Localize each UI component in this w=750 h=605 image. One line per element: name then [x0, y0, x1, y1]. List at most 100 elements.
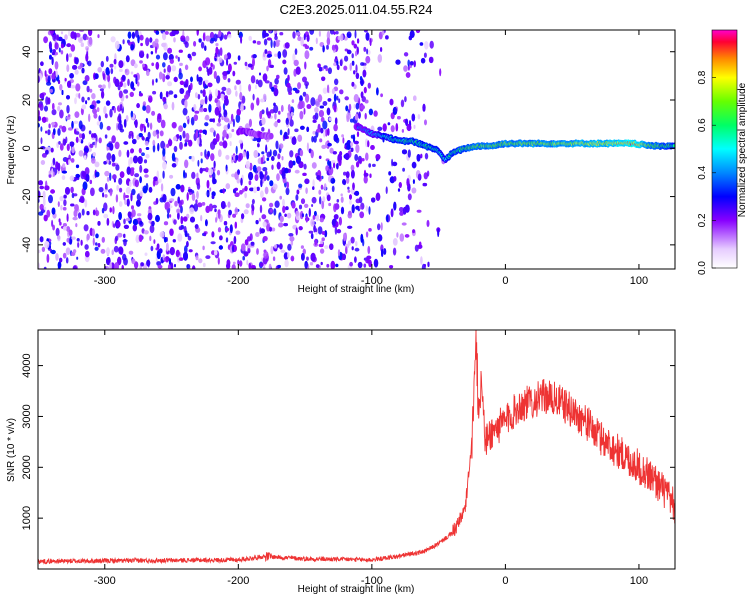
heatmap-speckle — [162, 194, 167, 203]
heatmap-speckle — [137, 81, 140, 87]
heatmap-speckle — [57, 235, 61, 240]
heatmap-speckle — [309, 30, 315, 35]
heatmap-speckle — [190, 116, 195, 126]
heatmap-speckle — [355, 102, 360, 110]
heatmap-speckle — [350, 236, 355, 244]
heatmap-speckle — [82, 181, 88, 191]
heatmap-speckle — [233, 61, 237, 65]
heatmap-speckle — [156, 243, 160, 250]
heatmap-speckle — [153, 239, 156, 244]
heatmap-speckle — [392, 238, 398, 246]
heatmap-speckle — [311, 204, 314, 207]
heatmap-speckle — [47, 129, 51, 136]
heatmap-speckle — [214, 208, 217, 213]
heatmap-speckle — [74, 69, 79, 75]
heatmap-speckle — [149, 37, 153, 43]
heatmap-speckle — [81, 104, 87, 110]
heatmap-speckle — [409, 61, 414, 66]
heatmap-speckle — [146, 53, 149, 59]
heatmap-speckle — [124, 68, 130, 76]
heatmap-speckle — [328, 117, 332, 121]
heatmap-speckle — [119, 119, 122, 125]
heatmap-speckle — [288, 92, 293, 95]
heatmap-speckle — [215, 46, 219, 56]
heatmap-speckle — [396, 232, 399, 238]
heatmap-speckle — [399, 233, 405, 242]
heatmap-speckle — [423, 52, 427, 58]
heatmap-speckle — [167, 81, 173, 87]
heatmap-speckle — [184, 245, 188, 254]
heatmap-speckle — [143, 263, 147, 269]
heatmap-speckle — [110, 68, 114, 75]
heatmap-speckle — [287, 243, 292, 251]
heatmap-speckle — [179, 80, 184, 86]
heatmap-speckle — [106, 247, 110, 256]
heatmap-speckle — [264, 49, 268, 54]
heatmap-speckle — [325, 129, 328, 137]
heatmap-speckle — [65, 187, 70, 195]
heatmap-speckle — [145, 147, 150, 150]
heatmap-speckle — [295, 227, 298, 236]
heatmap-speckle — [91, 93, 96, 100]
heatmap-speckle — [106, 257, 111, 266]
ridge-cell — [269, 132, 274, 140]
heatmap-speckle — [94, 140, 98, 149]
heatmap-speckle — [131, 258, 136, 265]
heatmap-speckle — [203, 108, 208, 112]
heatmap-speckle — [277, 153, 281, 160]
heatmap-speckle — [102, 84, 106, 89]
heatmap-speckle — [169, 174, 174, 179]
heatmap-speckle — [103, 202, 108, 212]
heatmap-speckle — [331, 185, 335, 192]
heatmap-speckle — [95, 210, 100, 217]
heatmap-speckle — [51, 122, 56, 126]
heatmap-speckle — [125, 186, 131, 194]
heatmap-speckle — [179, 88, 185, 94]
heatmap-speckle — [382, 123, 387, 132]
heatmap-speckle — [337, 249, 341, 257]
heatmap-speckle — [331, 160, 336, 164]
heatmap-speckle — [385, 186, 388, 194]
heatmap-speckle — [89, 179, 93, 185]
heatmap-speckle — [124, 199, 127, 205]
heatmap-speckle — [175, 55, 178, 59]
heatmap-speckle — [318, 243, 324, 248]
heatmap-speckle — [204, 167, 209, 173]
heatmap-speckle — [101, 236, 106, 243]
heatmap-speckle — [439, 68, 442, 77]
heatmap-speckle — [63, 199, 67, 207]
heatmap-speckle — [325, 165, 329, 172]
heatmap-speckle — [291, 202, 296, 209]
x-tick-label: 0 — [502, 275, 508, 287]
heatmap-speckle — [160, 73, 164, 79]
heatmap-speckle — [148, 95, 153, 103]
heatmap-speckle — [131, 188, 136, 196]
heatmap-speckle — [109, 63, 114, 68]
y-tick-label: 20 — [21, 94, 33, 106]
heatmap-speckle — [329, 30, 335, 35]
heatmap-speckle — [74, 111, 80, 118]
heatmap-speckle — [74, 57, 79, 65]
heatmap-speckle — [252, 57, 255, 67]
heatmap-speckle — [102, 192, 105, 198]
heatmap-speckle — [84, 199, 88, 208]
heatmap-speckle — [182, 130, 186, 139]
heatmap-speckle — [412, 229, 415, 234]
heatmap-speckle — [194, 110, 200, 114]
heatmap-speckle — [402, 206, 407, 215]
heatmap-speckle — [235, 113, 241, 123]
heatmap-speckle — [58, 102, 62, 106]
heatmap-speckle — [66, 104, 70, 114]
heatmap-speckle — [222, 140, 228, 149]
heatmap-speckle — [368, 163, 372, 168]
heatmap-speckle — [75, 136, 79, 143]
heatmap-speckle — [178, 257, 184, 261]
heatmap-speckle — [57, 201, 60, 208]
heatmap-speckle — [195, 199, 198, 204]
heatmap-speckle — [218, 57, 223, 63]
heatmap-speckle — [130, 192, 133, 202]
heatmap-speckle — [59, 196, 64, 202]
heatmap-speckle — [234, 85, 237, 91]
heatmap-speckle — [81, 171, 87, 178]
heatmap-speckle — [90, 187, 95, 197]
